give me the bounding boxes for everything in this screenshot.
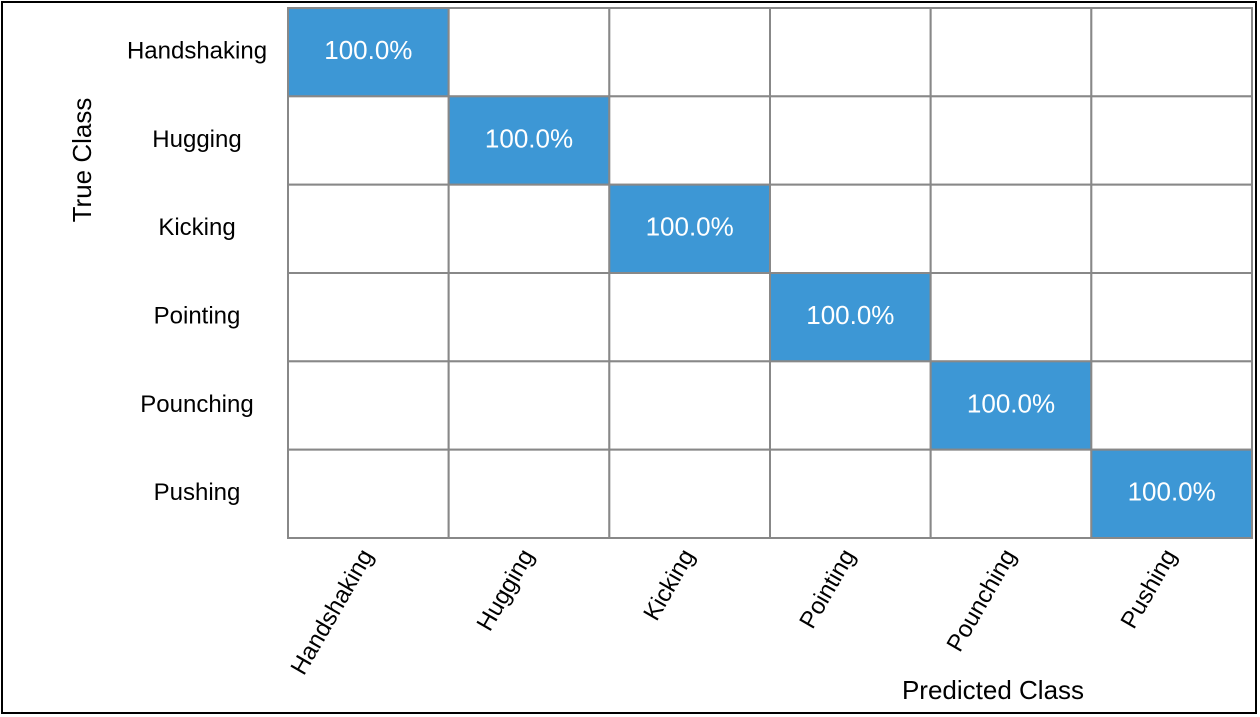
cell bbox=[608, 272, 771, 363]
y-tick-label: Pounching bbox=[140, 391, 253, 418]
cell bbox=[608, 95, 771, 186]
cell bbox=[1090, 95, 1254, 186]
cell bbox=[929, 448, 1093, 539]
cell bbox=[1090, 272, 1254, 363]
cell bbox=[447, 95, 611, 186]
cell bbox=[447, 448, 611, 539]
cell-label: 100.0% bbox=[485, 123, 573, 153]
cell bbox=[287, 360, 450, 451]
cell bbox=[929, 360, 1093, 451]
cell bbox=[769, 183, 932, 275]
cell-label: 100.0% bbox=[1128, 477, 1216, 507]
cell bbox=[1090, 448, 1254, 539]
cell bbox=[1090, 360, 1254, 451]
cell bbox=[608, 360, 771, 451]
x-axis-label: Predicted Class bbox=[902, 675, 1084, 705]
cell bbox=[447, 360, 611, 451]
cell bbox=[769, 448, 932, 539]
y-axis-label: True Class bbox=[67, 98, 97, 223]
cell bbox=[929, 7, 1093, 98]
cell-label: 100.0% bbox=[967, 388, 1055, 418]
cell bbox=[447, 183, 611, 275]
y-tick-label: Kicking bbox=[158, 214, 235, 241]
cell bbox=[608, 448, 771, 539]
y-tick-label: Handshaking bbox=[127, 38, 267, 65]
cell bbox=[287, 95, 450, 186]
cell bbox=[447, 272, 611, 363]
cell bbox=[929, 95, 1093, 186]
cell bbox=[287, 183, 450, 275]
cell bbox=[1090, 7, 1254, 98]
cell bbox=[447, 7, 611, 98]
cell-label: 100.0% bbox=[806, 300, 894, 330]
cell-label: 100.0% bbox=[324, 35, 412, 65]
cell bbox=[929, 183, 1093, 275]
y-tick-label: Pointing bbox=[154, 303, 241, 330]
cell bbox=[769, 95, 932, 186]
cell bbox=[1090, 183, 1254, 275]
y-tick-label: Hugging bbox=[152, 126, 241, 153]
cell bbox=[929, 272, 1093, 363]
cell bbox=[287, 272, 450, 363]
cell-label: 100.0% bbox=[646, 212, 734, 242]
y-tick-label: Pushing bbox=[154, 479, 241, 506]
cell bbox=[287, 448, 450, 539]
cell bbox=[769, 7, 932, 98]
cell bbox=[608, 7, 771, 98]
cell bbox=[769, 360, 932, 451]
cell bbox=[287, 7, 450, 98]
